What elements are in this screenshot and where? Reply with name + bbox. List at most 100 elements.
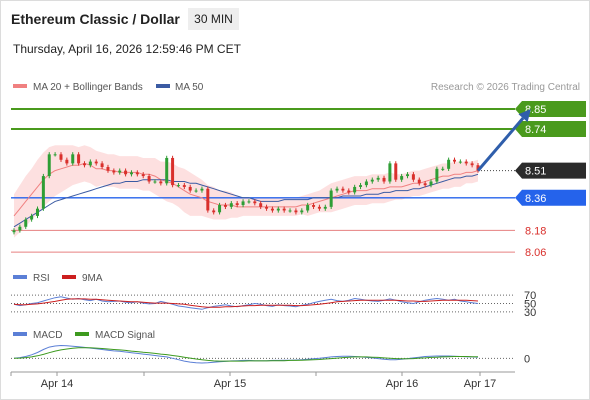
candle-body <box>306 205 310 211</box>
time-tick-label: Apr 16 <box>386 378 418 390</box>
candle-body <box>165 157 169 184</box>
candle-body <box>453 159 457 162</box>
level-tag-2: 8.36 <box>525 193 546 205</box>
candle-body <box>176 185 180 187</box>
candle-body <box>18 226 22 231</box>
candle-body <box>124 170 128 175</box>
candle-body <box>235 203 239 206</box>
candle-body <box>282 208 286 211</box>
candle-body <box>212 210 216 213</box>
candle-body <box>429 181 433 186</box>
candle-body <box>59 154 63 160</box>
candle-body <box>370 179 374 182</box>
price-panel: 8.85 8.74 8.36 8.18 8.06 8.51 <box>11 101 586 259</box>
candle-body <box>364 181 368 186</box>
macd-signal-line <box>13 347 478 362</box>
candle-body <box>341 188 345 191</box>
candle-body <box>153 181 157 183</box>
candle-body <box>276 208 280 211</box>
candle-body <box>329 190 333 207</box>
candle-body <box>458 161 462 163</box>
candle-body <box>294 210 298 213</box>
candle-body <box>388 163 392 182</box>
candle-body <box>24 219 28 227</box>
forecast-arrow-shaft <box>476 117 525 172</box>
rsi-ma-legend-label: 9MA <box>82 273 103 284</box>
macd-tick-label: 0 <box>524 353 530 365</box>
candle-body <box>82 163 86 166</box>
ma20-legend-swatch <box>13 84 27 88</box>
bollinger-band <box>14 145 478 238</box>
candle-body <box>323 206 327 209</box>
candle-body <box>188 186 192 191</box>
candle-body <box>270 208 274 211</box>
level-tag-0: 8.85 <box>525 104 546 116</box>
candle-body <box>47 154 51 177</box>
candle-body <box>65 159 69 164</box>
candle-body <box>435 168 439 182</box>
candle-body <box>441 168 445 170</box>
rsi-ma-line <box>13 298 479 308</box>
time-tick-label: Apr 15 <box>214 378 246 390</box>
candle-body <box>312 205 316 207</box>
ma50-line <box>13 173 479 228</box>
candle-body <box>159 181 163 184</box>
forecast-arrow-head <box>518 109 531 123</box>
candle-body <box>147 176 151 182</box>
candle-body <box>400 176 404 180</box>
candle-body <box>464 161 468 164</box>
rsi-legend-swatch <box>13 275 27 279</box>
candle-body <box>423 183 427 186</box>
rsi-ma-legend-swatch <box>62 275 76 279</box>
candle-body <box>12 230 16 233</box>
candle-body <box>206 188 210 211</box>
interval-label: 30 MIN <box>194 12 233 26</box>
candle-body <box>300 210 304 213</box>
candle-body <box>406 174 410 177</box>
rsi-legend-label: RSI <box>33 273 50 284</box>
level-tag-bg-0 <box>515 101 586 118</box>
rsi-tick-label: 70 <box>524 290 536 302</box>
ma20-legend-label: MA 20 + Bollinger Bands <box>33 82 143 93</box>
candle-body <box>171 157 175 186</box>
candle-body <box>317 206 321 209</box>
candle-body <box>253 201 257 204</box>
level-tag-bg-2 <box>515 189 586 206</box>
candle-body <box>53 154 57 156</box>
candle-body <box>476 165 480 171</box>
candle-body <box>259 203 263 207</box>
candle-body <box>229 203 233 207</box>
rsi-tick-label: 30 <box>524 307 536 319</box>
macd-panel: 0 <box>11 344 530 365</box>
macd-signal-legend-label: MACD Signal <box>95 330 155 341</box>
time-axis-ticks: Apr 14 Apr 15 Apr 16 Apr 17 <box>10 372 496 390</box>
research-credit: Research © 2026 Trading Central <box>431 82 580 93</box>
candle-body <box>106 167 110 171</box>
candle-body <box>411 174 415 180</box>
candle-body <box>94 161 98 164</box>
candle-body <box>112 170 116 173</box>
candle-body <box>288 210 292 212</box>
current-price-tag: 8.51 <box>525 166 546 178</box>
candle-body <box>247 201 251 203</box>
ma20-line <box>13 162 479 217</box>
candle-body <box>218 205 222 213</box>
interval-badge[interactable] <box>188 8 239 30</box>
candle-body <box>417 179 421 184</box>
time-tick-label: Apr 14 <box>41 378 73 390</box>
candle-body <box>71 154 75 164</box>
candle-body <box>100 163 104 168</box>
level-tag-3: 8.18 <box>525 225 546 237</box>
candle-body <box>88 161 92 166</box>
candle-body <box>335 188 339 191</box>
candle-body <box>241 201 245 206</box>
level-tag-bg-1 <box>515 120 586 137</box>
candle-body <box>359 185 363 187</box>
macd-legend-swatch <box>13 332 27 336</box>
current-price-tag-bg <box>515 162 586 179</box>
candle-body <box>382 177 386 182</box>
candle-body <box>470 163 474 166</box>
rsi-line <box>13 296 479 310</box>
chart-title: Ethereum Classic / Dollar <box>11 11 180 27</box>
